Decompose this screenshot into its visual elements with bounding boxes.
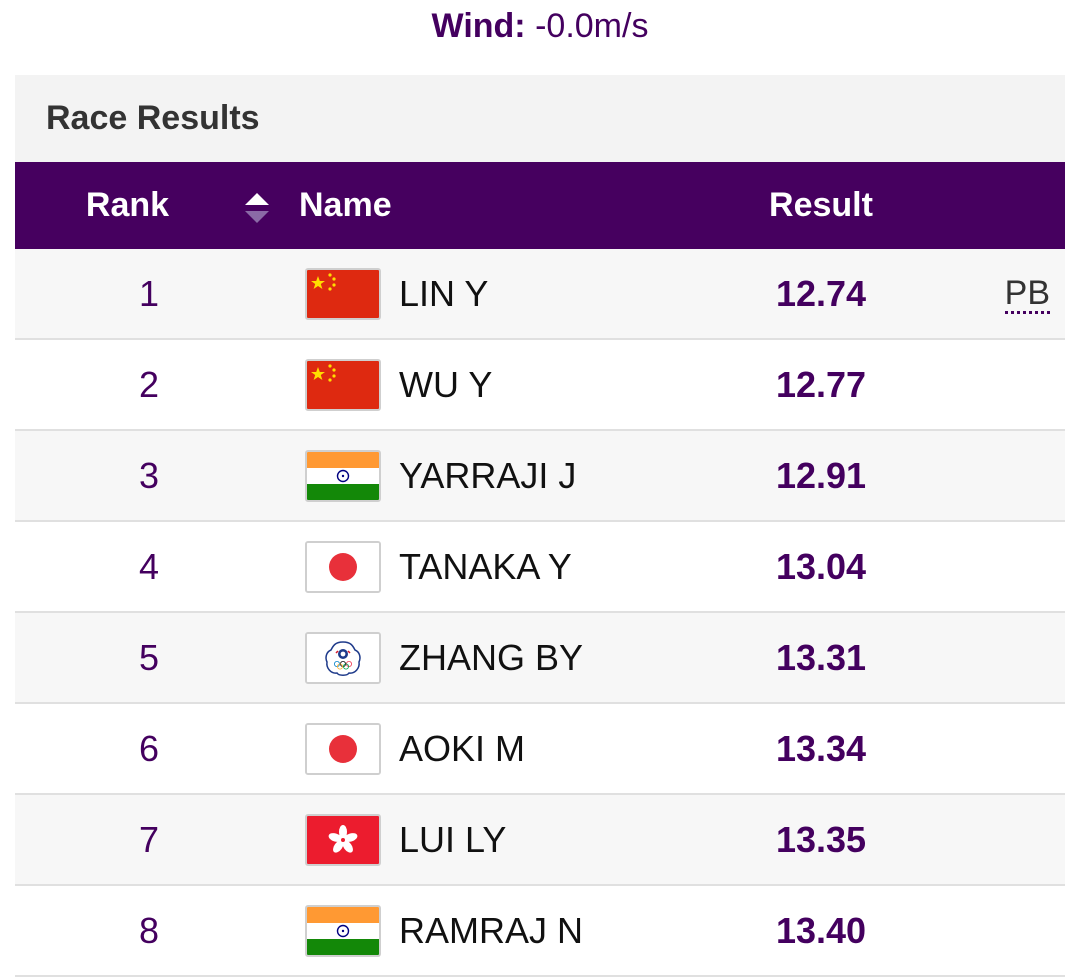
table-row: 1 LIN Y 12.74 PB xyxy=(15,249,1065,340)
table-row: 5 ZHANG BY 13.31 xyxy=(15,613,1065,704)
sort-icon[interactable] xyxy=(243,189,271,227)
athlete-name: WU Y xyxy=(399,364,493,405)
athlete-name: TANAKA Y xyxy=(399,546,572,587)
table-header: Rank Name Result xyxy=(15,162,1065,249)
wind-info: Wind: -0.0m/s xyxy=(0,0,1080,56)
result-time: 12.77 xyxy=(775,364,867,405)
result-time: 13.04 xyxy=(775,546,867,587)
result-time: 13.40 xyxy=(775,910,867,951)
japan-flag-icon xyxy=(305,723,381,775)
athlete-name: LUI LY xyxy=(399,819,507,860)
chinese-taipei-flag-icon xyxy=(305,632,381,684)
wind-value: -0.0m/s xyxy=(535,7,649,45)
column-header-result: Result xyxy=(769,186,873,224)
rank-cell: 1 xyxy=(138,273,160,314)
china-flag-icon xyxy=(305,268,381,320)
column-header-rank: Rank xyxy=(85,186,170,224)
result-time: 13.34 xyxy=(775,728,867,769)
wind-label: Wind: xyxy=(431,7,526,45)
athlete-name: YARRAJI J xyxy=(399,455,577,496)
table-row: 2 WU Y 12.77 xyxy=(15,340,1065,431)
table-row: 6 AOKI M 13.34 xyxy=(15,704,1065,795)
table-row: 3 YARRAJI J 12.91 xyxy=(15,431,1065,522)
race-results-panel: Race Results Rank Name Result 1 LIN Y 12… xyxy=(15,75,1065,977)
india-flag-icon xyxy=(305,450,381,502)
result-time: 13.31 xyxy=(775,637,867,678)
column-header-name[interactable]: Name xyxy=(299,186,392,224)
japan-flag-icon xyxy=(305,541,381,593)
rank-cell: 6 xyxy=(138,728,160,769)
result-time: 13.35 xyxy=(775,819,867,860)
rank-cell: 4 xyxy=(138,546,160,587)
rank-cell: 8 xyxy=(138,910,160,951)
results-table-body: 1 LIN Y 12.74 PB 2 WU Y 12.77 3 YARRAJI … xyxy=(15,249,1065,977)
table-row: 7 LUI LY 13.35 xyxy=(15,795,1065,886)
result-time: 12.91 xyxy=(775,455,867,496)
athlete-name: ZHANG BY xyxy=(399,637,584,678)
result-time: 12.74 xyxy=(775,273,867,314)
athlete-name: LIN Y xyxy=(399,273,489,314)
china-flag-icon xyxy=(305,359,381,411)
pb-badge[interactable]: PB xyxy=(1004,274,1050,314)
athlete-name: RAMRAJ N xyxy=(399,910,584,951)
hong-kong-flag-icon xyxy=(305,814,381,866)
table-row: 8 RAMRAJ N 13.40 xyxy=(15,886,1065,977)
panel-title: Race Results xyxy=(15,75,1065,162)
rank-cell: 2 xyxy=(138,364,160,405)
rank-cell: 7 xyxy=(138,819,160,860)
rank-cell: 5 xyxy=(138,637,160,678)
india-flag-icon xyxy=(305,905,381,957)
athlete-name: AOKI M xyxy=(399,728,526,769)
rank-cell: 3 xyxy=(138,455,160,496)
table-row: 4 TANAKA Y 13.04 xyxy=(15,522,1065,613)
